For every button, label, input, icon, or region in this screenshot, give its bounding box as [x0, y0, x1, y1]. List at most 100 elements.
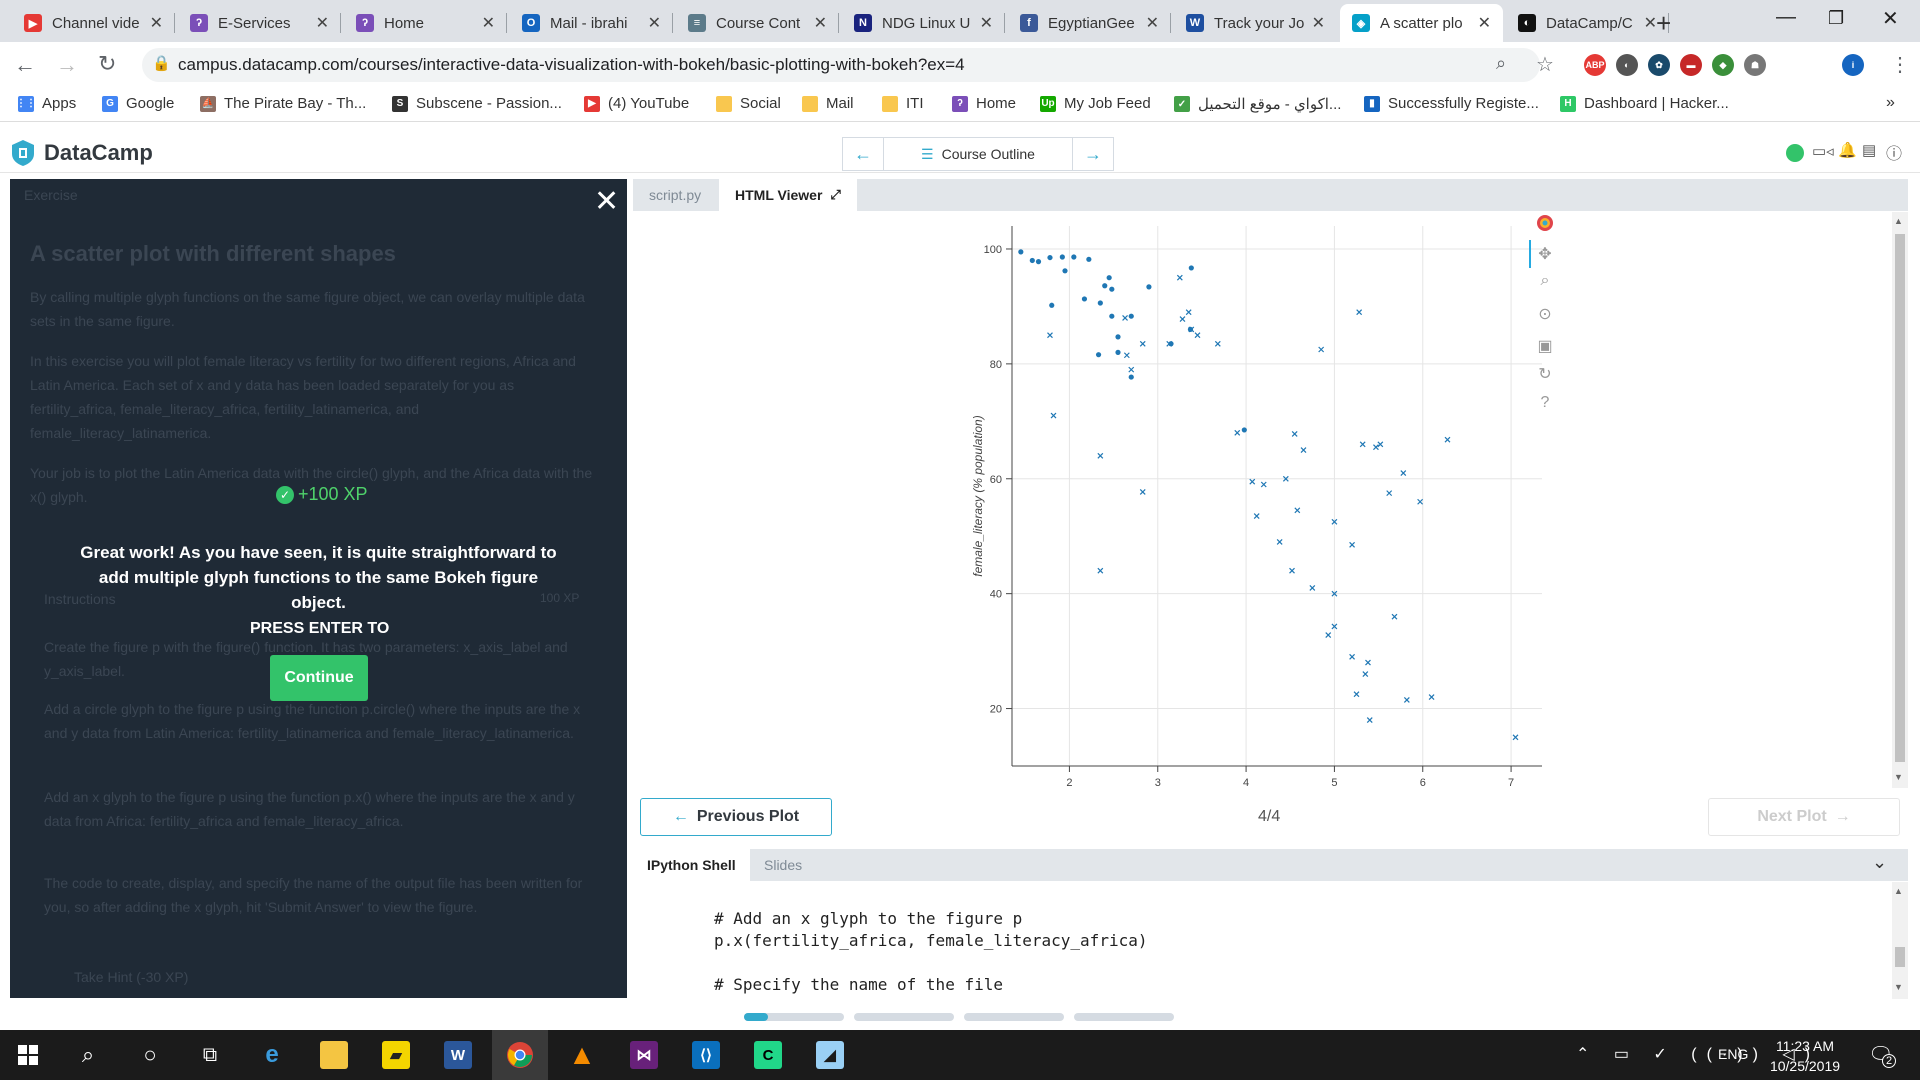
x-data-point[interactable] — [1050, 412, 1057, 419]
chrome-menu-icon[interactable]: ⋮ — [1890, 54, 1910, 76]
extension-icon[interactable]: i — [1842, 54, 1864, 76]
progress-segment-4[interactable] — [1074, 1013, 1174, 1021]
circle-data-point[interactable] — [1035, 259, 1042, 265]
circle-data-point[interactable] — [1086, 256, 1092, 262]
x-data-point[interactable] — [1331, 518, 1338, 525]
x-data-point[interactable] — [1325, 632, 1332, 638]
bookmark-item[interactable]: Mail — [802, 95, 854, 112]
bookmark-item[interactable]: ▮ Successfully Registe... — [1364, 95, 1539, 112]
edge-icon[interactable]: e — [265, 1041, 279, 1068]
tab-close-icon[interactable]: ✕ — [1477, 15, 1491, 32]
progress-segment-1[interactable] — [744, 1013, 844, 1021]
circle-data-point[interactable] — [1109, 286, 1115, 292]
file-explorer-icon[interactable] — [306, 1030, 362, 1080]
x-data-point[interactable] — [1349, 653, 1356, 660]
shell-scrollbar[interactable] — [1892, 882, 1908, 999]
minimize-icon[interactable]: — — [1776, 6, 1796, 28]
x-data-point[interactable] — [1512, 734, 1519, 741]
circle-data-point[interactable] — [1071, 254, 1077, 260]
x-data-point[interactable] — [1359, 441, 1366, 448]
circle-data-point[interactable] — [1115, 334, 1121, 340]
reload-icon[interactable]: ↻ — [98, 51, 117, 76]
scroll-up-icon[interactable]: ▲ — [1894, 216, 1903, 226]
previous-plot-button[interactable]: ← Previous Plot — [640, 798, 832, 836]
cortana-icon[interactable]: ○ — [143, 1042, 157, 1067]
task-view-icon[interactable]: ⧉ — [202, 1043, 218, 1066]
x-data-point[interactable] — [1139, 340, 1146, 347]
info-icon[interactable]: ⓘ — [1886, 146, 1903, 163]
video-icon[interactable]: ▭◃ — [1812, 143, 1834, 160]
x-data-point[interactable] — [1417, 498, 1424, 505]
shell-output[interactable]: # Add an x glyph to the figure p p.x(fert… — [714, 908, 1147, 996]
x-data-point[interactable] — [1391, 613, 1398, 620]
bell-icon[interactable]: 🔔 — [1838, 142, 1857, 159]
x-data-point[interactable] — [1291, 431, 1298, 437]
tab-close-icon[interactable]: ✕ — [1311, 15, 1325, 32]
x-data-point[interactable] — [1377, 441, 1384, 448]
x-data-point[interactable] — [1122, 314, 1128, 321]
save-tool-icon[interactable]: ▣ — [1537, 338, 1553, 355]
bookmarks-more-icon[interactable]: » — [1886, 94, 1895, 111]
circle-data-point[interactable] — [1128, 374, 1134, 380]
circle-data-point[interactable] — [1062, 268, 1068, 274]
bookmark-item[interactable]: Up My Job Feed — [1040, 95, 1151, 112]
bookmark-item[interactable]: ʔ Home — [952, 95, 1016, 112]
bookmark-star-icon[interactable]: ☆ — [1536, 54, 1554, 76]
tab-close-icon[interactable]: ✕ — [979, 15, 993, 32]
tab-close-icon[interactable]: ✕ — [481, 15, 495, 32]
search-icon[interactable]: ⌕ — [81, 1042, 95, 1067]
expand-icon[interactable]: ⤢ — [830, 187, 841, 202]
x-data-point[interactable] — [1276, 539, 1283, 545]
shell-scroll-up-icon[interactable]: ▲ — [1894, 886, 1903, 896]
x-data-point[interactable] — [1289, 567, 1295, 574]
bookmark-item[interactable]: G Google — [102, 95, 174, 112]
circle-data-point[interactable] — [1241, 427, 1247, 433]
x-data-point[interactable] — [1300, 447, 1307, 453]
x-data-point[interactable] — [1097, 567, 1104, 574]
circle-data-point[interactable] — [1187, 326, 1194, 333]
collapse-shell-icon[interactable]: ⌄ — [1872, 852, 1888, 872]
circle-data-point[interactable] — [1097, 300, 1103, 306]
browser-tab[interactable]: ▶ Channel vide ✕ — [12, 4, 175, 42]
extension-icon[interactable]: ◐ — [1616, 54, 1638, 76]
tab-close-icon[interactable]: ✕ — [1643, 15, 1657, 32]
lock-icon[interactable]: 🔒 — [152, 55, 171, 72]
prev-exercise-arrow-icon[interactable]: ← — [854, 143, 872, 164]
clock[interactable]: 11:23 AM 10/25/2019 — [1760, 1036, 1850, 1076]
x-data-point[interactable] — [1294, 507, 1301, 514]
circle-data-point[interactable] — [1047, 254, 1053, 261]
browser-tab[interactable]: ʔ Home ✕ — [344, 4, 507, 42]
x-data-point[interactable] — [1179, 316, 1186, 322]
continue-button[interactable]: Continue — [270, 655, 368, 701]
browser-tab[interactable]: ≡ Course Cont ✕ — [676, 4, 839, 42]
x-data-point[interactable] — [1214, 340, 1221, 347]
tab-close-icon[interactable]: ✕ — [149, 15, 163, 32]
browser-tab[interactable]: ◈ A scatter plo ✕ — [1340, 4, 1503, 42]
zoom-icon[interactable]: ⌕ — [1496, 53, 1507, 73]
circle-data-point[interactable] — [1095, 352, 1102, 358]
tab-close-icon[interactable]: ✕ — [647, 15, 661, 32]
new-tab-button[interactable]: + — [1656, 8, 1672, 38]
vlc-icon[interactable]: ▲ — [568, 1039, 596, 1070]
sticky-notes-icon[interactable]: ▰ — [368, 1030, 424, 1080]
x-data-point[interactable] — [1128, 366, 1135, 373]
circle-data-point[interactable] — [1081, 296, 1088, 302]
tab-html-viewer[interactable]: HTML Viewer ⤢ — [719, 179, 857, 211]
close-overlay-icon[interactable]: ✕ — [594, 185, 620, 218]
x-data-point[interactable] — [1188, 326, 1195, 333]
address-bar[interactable] — [142, 48, 1540, 82]
x-data-point[interactable] — [1362, 671, 1369, 678]
progress-segment-2[interactable] — [854, 1013, 954, 1021]
x-data-point[interactable] — [1176, 274, 1183, 281]
x-data-point[interactable] — [1253, 513, 1260, 520]
x-data-point[interactable] — [1400, 470, 1407, 476]
x-data-point[interactable] — [1349, 541, 1356, 548]
x-data-point[interactable] — [1403, 697, 1410, 703]
x-data-point[interactable] — [1373, 444, 1379, 451]
course-outline-button[interactable]: ☰ Course Outline — [883, 138, 1073, 170]
reset-tool-icon[interactable]: ↻ — [1538, 366, 1552, 383]
word-icon[interactable]: W — [430, 1030, 486, 1080]
tab-close-icon[interactable]: ✕ — [813, 15, 827, 32]
x-data-point[interactable] — [1366, 717, 1373, 723]
system-tray[interactable]: ⌃ ▭ ✓ ((·)) ◁) — [1576, 1046, 1820, 1063]
